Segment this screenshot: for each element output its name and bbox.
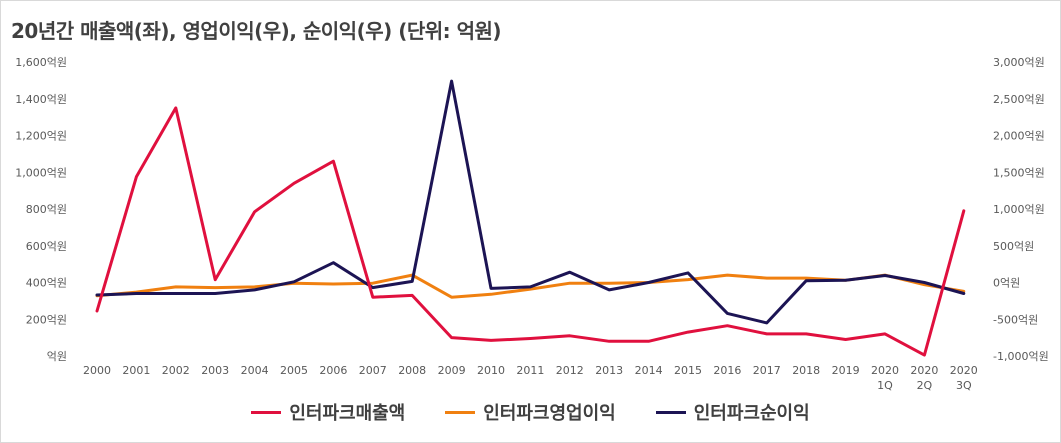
- chart-title: 20년간 매출액(좌), 영업이익(우), 순이익(우) (단위: 억원): [11, 19, 502, 43]
- x-axis-tick-label: 2009: [438, 364, 466, 377]
- line-chart: 억원 200억원 400억원 600억원 800억원 1,000억원 1,200억원 1,40…: [15, 56, 1049, 392]
- x-axis-tick-label: 2010: [477, 364, 505, 377]
- x-axis-tick-label: 2011: [516, 364, 544, 377]
- series-line-1: [95, 273, 966, 299]
- right-axis-tick-label: 3,000억원: [993, 56, 1045, 69]
- x-axis-tick-label: 2007: [359, 364, 387, 377]
- x-axis-tick-label: 2020 3Q: [950, 364, 978, 392]
- x-axis-tick-label: 2004: [241, 364, 269, 377]
- legend: 인터파크매출액 인터파크영업이익 인터파크순이익: [1, 399, 1060, 425]
- legend-swatch-net-profit: [655, 410, 686, 414]
- x-axis-tick-label: 2012: [556, 364, 584, 377]
- x-axis-tick-label: 2020 2Q: [910, 364, 938, 392]
- series-line-2: [95, 79, 966, 325]
- x-axis-tick-label: 2016: [713, 364, 741, 377]
- left-axis-tick-label: 400억원: [26, 277, 67, 290]
- x-axis-tick-label: 2006: [319, 364, 347, 377]
- left-axis-tick-label: 1,400억원: [15, 93, 67, 106]
- x-axis-tick-label: 2002: [162, 364, 190, 377]
- x-axis-tick-label: 2001: [122, 364, 150, 377]
- legend-label-net-profit: 인터파크순이익: [693, 403, 810, 424]
- right-axis-tick-label: -500억원: [993, 313, 1038, 326]
- x-axis-tick-label: 2003: [201, 364, 229, 377]
- right-axis-tick-label: 2,500억원: [993, 93, 1045, 106]
- left-axis-tick-label: 억원: [47, 350, 67, 363]
- x-axis-tick-label: 2018: [792, 364, 820, 377]
- left-axis-tick-label: 600억원: [26, 240, 67, 253]
- right-axis-tick-label: 2,000억원: [993, 130, 1045, 143]
- x-axis-tick-label: 2013: [595, 364, 623, 377]
- x-axis-tick-label: 2019: [832, 364, 860, 377]
- right-axis-tick-label: 500억원: [993, 240, 1034, 253]
- legend-item-operating-profit: 인터파크영업이익: [445, 399, 616, 425]
- left-axis-tick-label: 1,000억원: [15, 166, 67, 179]
- right-axis-tick-label: -1,000억원: [993, 350, 1049, 363]
- x-axis-tick-label: 2014: [635, 364, 663, 377]
- right-axis-tick-label: 1,500억원: [993, 166, 1045, 179]
- left-axis-ticks: 억원 200억원 400억원 600억원 800억원 1,000억원 1,200억원 1,40…: [15, 56, 67, 363]
- x-axis-ticks: 2000 2001 2002 2003 2004 2005 2006 2007 2008 2009…: [83, 364, 978, 392]
- right-axis-tick-label: 0억원: [993, 277, 1020, 290]
- left-axis-tick-label: 1,200억원: [15, 130, 67, 143]
- x-axis-tick-label: 2017: [753, 364, 781, 377]
- x-axis-tick-label: 2008: [398, 364, 426, 377]
- legend-label-sales: 인터파크매출액: [289, 403, 406, 424]
- series-line-0: [95, 106, 966, 357]
- x-axis-tick-label: 2005: [280, 364, 308, 377]
- x-axis-tick-label: 2015: [674, 364, 702, 377]
- right-axis-ticks: -1,000억원 -500억원 0억원 500억원 1,000억원 1,500억원 2,00…: [993, 56, 1049, 363]
- legend-item-sales: 인터파크매출액: [251, 399, 405, 425]
- left-axis-tick-label: 200억원: [26, 313, 67, 326]
- x-axis-tick-label: 2000: [83, 364, 111, 377]
- x-axis-tick-label: 2020 1Q: [871, 364, 899, 392]
- legend-label-operating-profit: 인터파크영업이익: [483, 403, 616, 424]
- legend-swatch-operating-profit: [445, 410, 476, 414]
- series-lines: [95, 79, 966, 357]
- legend-item-net-profit: 인터파크순이익: [655, 399, 810, 425]
- legend-swatch-sales: [251, 410, 282, 414]
- left-axis-tick-label: 1,600억원: [15, 56, 67, 69]
- left-axis-tick-label: 800억원: [26, 203, 67, 216]
- right-axis-tick-label: 1,000억원: [993, 203, 1045, 216]
